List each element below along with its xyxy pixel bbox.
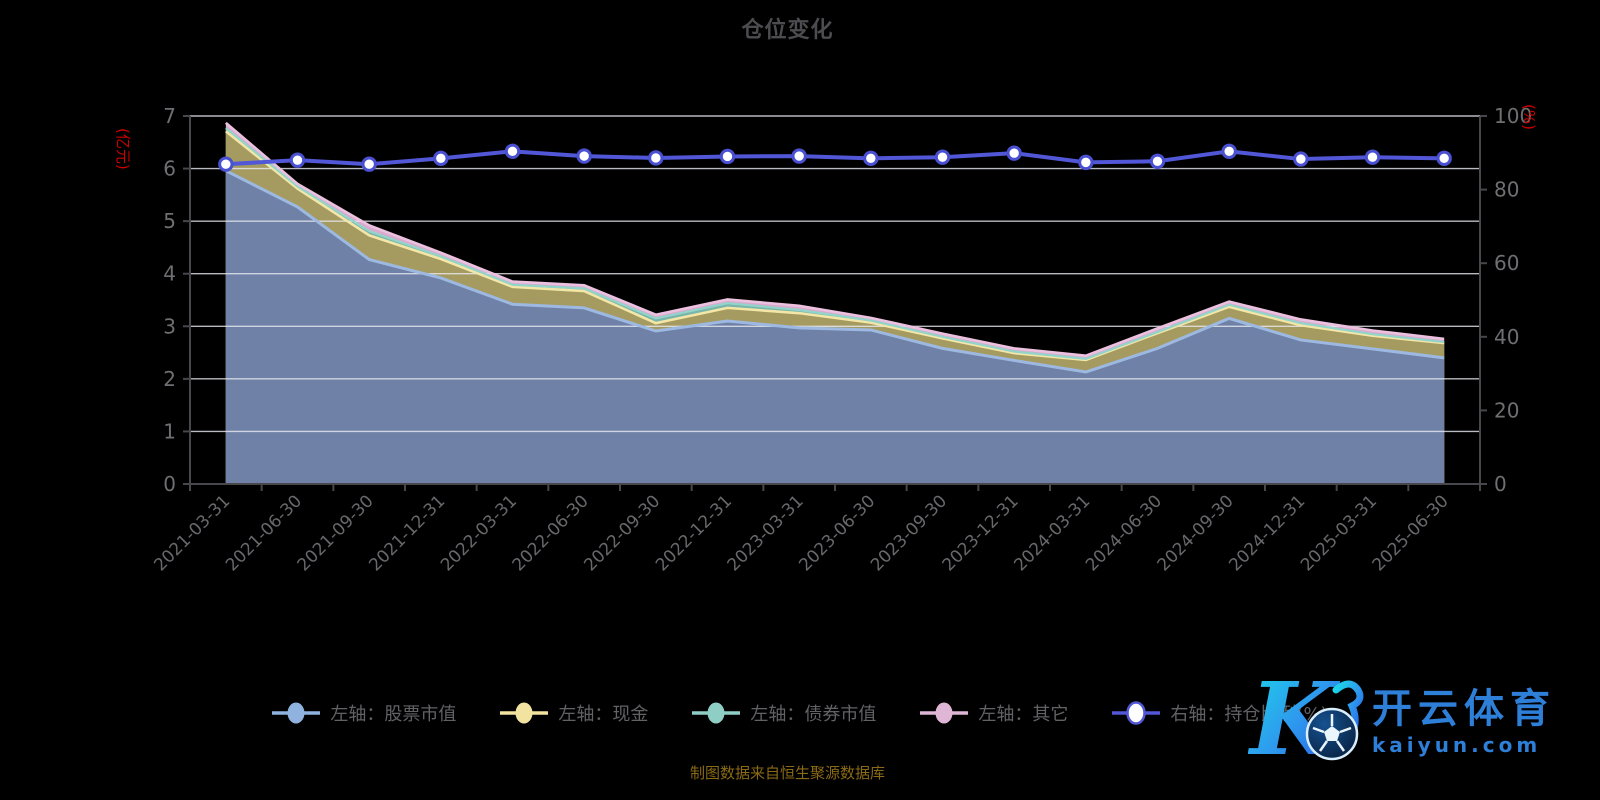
ratio-line-series: [218, 143, 1452, 172]
ratio-point: [1149, 153, 1166, 169]
bond-edge: [225, 127, 1445, 361]
data-source-note: 制图数据来自恒生聚源数据库: [689, 764, 885, 782]
kaiyun-logo-icon: K: [1247, 660, 1366, 778]
x-axis-tick-label: 2022-03-31: [437, 491, 521, 575]
ratio-point: [504, 143, 521, 160]
ratio-point: [1006, 145, 1022, 161]
stock-edge: [225, 169, 1445, 374]
kaiyun-brand-text: 开云体育: [1372, 686, 1556, 732]
legend-item-other[interactable]: 左轴：其它: [920, 700, 1068, 726]
stock-area: [225, 170, 1445, 484]
soccer-ball-icon: [1305, 707, 1359, 761]
legend-marker-icon: [272, 702, 321, 724]
x-axis-tick-label: 2022-12-31: [652, 491, 736, 575]
right-axis-name: (%): [1520, 104, 1538, 130]
left-axis-tick-label: 5: [163, 209, 176, 233]
ratio-point: [791, 148, 807, 164]
x-axis-tick-label: 2022-06-30: [509, 491, 593, 575]
ratio-point: [648, 150, 664, 166]
legend-label: 左轴：股票市值: [330, 704, 457, 725]
legend-marker-icon: [692, 702, 741, 724]
legend-item-bond[interactable]: 左轴：债券市值: [692, 700, 876, 726]
ratio-point: [361, 156, 377, 172]
right-axis-tick-label: 20: [1494, 398, 1519, 422]
legend-label: 右轴：持仓比例(%): [1170, 704, 1328, 725]
ratio-point: [1078, 154, 1094, 171]
right-axis-tick-label: 80: [1494, 178, 1519, 202]
legend-marker-icon: [920, 702, 969, 724]
ratio-point: [1364, 149, 1381, 165]
x-axis-tick-label: 2024-09-30: [1154, 491, 1238, 575]
left-axis-tick-label: 4: [163, 262, 176, 286]
ratio-point: [218, 156, 234, 172]
ratio-point: [1221, 143, 1237, 160]
x-axis-tick-label: 2024-03-31: [1010, 491, 1094, 575]
stacked-areas: [225, 122, 1445, 484]
legend-label: 左轴：债券市值: [750, 704, 877, 725]
legend-label: 左轴：现金: [558, 704, 649, 725]
cash-edge: [225, 130, 1445, 362]
x-axis-tick-label: 2022-09-30: [580, 491, 664, 575]
x-axis-tick-label: 2025-06-30: [1369, 491, 1453, 575]
kaiyun-watermark: K 开云体育 kaiyun.com: [1247, 660, 1556, 778]
ratio-line: [225, 149, 1445, 167]
left-axis-tick-label: 3: [163, 314, 176, 338]
x-axis-tick-label: 2024-06-30: [1082, 491, 1166, 575]
x-axis-tick-label: 2023-12-31: [939, 491, 1023, 575]
right-axis-tick-label: 60: [1494, 251, 1519, 275]
right-axis-tick-label: 40: [1494, 325, 1519, 349]
left-axis-tick-label: 0: [163, 472, 176, 496]
right-axis-tick-label: 100: [1494, 104, 1532, 128]
legend-item-ratio[interactable]: 右轴：持仓比例(%): [1112, 700, 1328, 726]
x-axis-tick-label: 2023-09-30: [867, 491, 951, 575]
ratio-point: [433, 150, 449, 167]
axes: [183, 115, 1487, 491]
other-edge: [224, 121, 1445, 358]
ratio-point: [289, 152, 306, 168]
left-axis-name: (亿元): [114, 128, 132, 170]
ratio-point: [576, 148, 592, 164]
left-axis-tick-label: 1: [163, 419, 176, 443]
legend-marker-icon: [1112, 701, 1161, 725]
left-axis-tick-label: 6: [163, 157, 176, 181]
left-axis-tick-label: 2: [163, 367, 176, 391]
ratio-point: [863, 150, 879, 167]
legend: 左轴：股票市值 左轴：现金 左轴：债券市值 左轴：其它 右轴：持仓比例(%): [0, 700, 1600, 726]
ratio-point: [934, 149, 951, 165]
left-axis-tick-label: 7: [163, 104, 176, 128]
legend-item-stock[interactable]: 左轴：股票市值: [272, 700, 456, 726]
x-axis-tick-label: 2021-09-30: [294, 491, 378, 575]
x-axis-tick-label: 2021-12-31: [365, 491, 449, 575]
kaiyun-domain-text: kaiyun.com: [1372, 733, 1542, 757]
right-axis-tick-label: 0: [1494, 472, 1507, 496]
legend-item-cash[interactable]: 左轴：现金: [500, 700, 648, 726]
ratio-point: [1293, 151, 1309, 167]
x-axis-tick-label: 2025-03-31: [1297, 491, 1381, 575]
x-axis-tick-label: 2021-06-30: [222, 491, 306, 575]
x-axis-tick-label: 2021-03-31: [150, 491, 234, 575]
x-axis-tick-label: 2024-12-31: [1225, 491, 1309, 575]
gridlines: [190, 115, 1480, 433]
chart-title: 仓位变化: [741, 18, 834, 43]
legend-marker-icon: [500, 702, 549, 724]
x-axis-tick-label: 2023-06-30: [795, 491, 879, 575]
ratio-point: [719, 148, 736, 165]
area-edges: [224, 121, 1445, 374]
legend-label: 左轴：其它: [978, 704, 1069, 725]
ratio-point: [1436, 150, 1452, 167]
x-axis-tick-label: 2023-03-31: [724, 491, 808, 575]
